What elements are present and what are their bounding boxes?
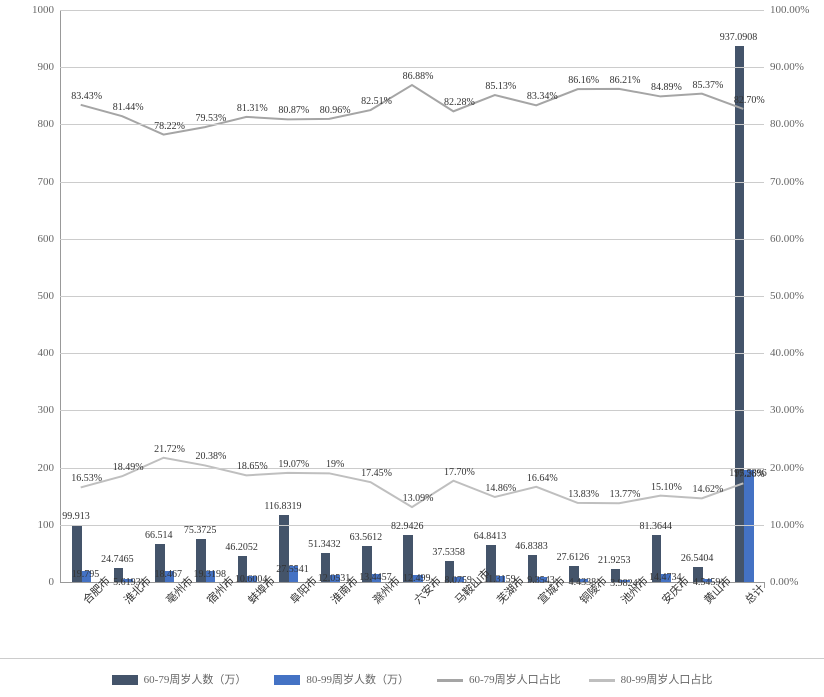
line-value-label: 80.96% (320, 105, 351, 116)
line-value-label: 82.51% (361, 96, 392, 107)
line-value-label: 16.64% (527, 473, 558, 484)
bar-value-label: 64.8413 (474, 531, 507, 542)
y1-tick-label: 600 (4, 233, 54, 245)
bar-value-label: 75.3725 (184, 525, 217, 536)
legend-label: 60-79周岁人口占比 (469, 674, 561, 686)
y2-tick-label: 30.00% (770, 404, 804, 416)
line-value-label: 13.83% (568, 489, 599, 500)
legend-item: 80-99周岁人数（万） (274, 671, 409, 687)
line-value-label: 19.07% (278, 459, 309, 470)
y1-tick-label: 100 (4, 519, 54, 531)
line-value-label: 14.86% (485, 483, 516, 494)
y2-tick-label: 70.00% (770, 176, 804, 188)
y2-tick-label: 10.00% (770, 519, 804, 531)
line-value-label: 13.77% (610, 489, 641, 500)
line-value-label: 85.13% (485, 81, 516, 92)
legend-swatch (274, 675, 300, 685)
y2-tick-label: 60.00% (770, 233, 804, 245)
y1-tick-label: 1000 (4, 4, 54, 16)
line-value-label: 86.21% (610, 75, 641, 86)
bar-value-label: 63.5612 (350, 532, 383, 543)
bar-value-label: 51.3432 (308, 539, 341, 550)
bar-value-label: 26.5404 (681, 553, 714, 564)
line-value-label: 18.65% (237, 461, 268, 472)
line-value-label: 14.62% (692, 484, 723, 495)
y2-tick-label: 80.00% (770, 118, 804, 130)
y2-tick-label: 40.00% (770, 347, 804, 359)
line-value-label: 85.37% (692, 80, 723, 91)
y1-tick-label: 500 (4, 290, 54, 302)
line-value-label: 80.87% (278, 105, 309, 116)
bar-value-label: 82.9426 (391, 521, 424, 532)
bar-value-label: 27.5541 (276, 564, 309, 575)
line-value-label: 78.22% (154, 121, 185, 132)
line-value-label: 81.44% (113, 102, 144, 113)
y1-tick-label: 0 (4, 576, 54, 588)
line-value-label: 84.89% (651, 82, 682, 93)
bar-value-label: 24.7465 (101, 554, 134, 565)
bar-value-label: 116.8319 (264, 501, 301, 512)
line-value-label: 15.10% (651, 482, 682, 493)
y1-tick-label: 800 (4, 118, 54, 130)
legend: 60-79周岁人数（万） 80-99周岁人数（万） 60-79周岁人口占比 80-99… (0, 658, 824, 687)
legend-label: 80-99周岁人口占比 (621, 674, 713, 686)
line-value-label: 17.45% (361, 468, 392, 479)
legend-item: 60-79周岁人口占比 (437, 671, 561, 687)
chart-root: 60-79周岁人数（万） 80-99周岁人数（万） 60-79周岁人口占比 80-99… (0, 0, 824, 697)
line-value-label: 19% (326, 459, 344, 470)
bar-value-label: 937.0908 (720, 32, 758, 43)
y2-tick-label: 90.00% (770, 61, 804, 73)
line-value-label: 21.72% (154, 444, 185, 455)
bar-value-label: 46.2052 (225, 542, 258, 553)
line-value-label: 82.28% (444, 97, 475, 108)
line-value-label: 86.88% (403, 71, 434, 82)
line-value-label: 16.53% (71, 473, 102, 484)
y1-tick-label: 900 (4, 61, 54, 73)
bar-value-label: 37.5358 (432, 547, 465, 558)
y1-tick-label: 300 (4, 404, 54, 416)
line-value-label: 17.70% (444, 467, 475, 478)
line-value-label: 20.38% (196, 451, 227, 462)
bar-value-label: 66.514 (145, 530, 173, 541)
y1-tick-label: 700 (4, 176, 54, 188)
y1-tick-label: 200 (4, 462, 54, 474)
bar-value-label: 99.913 (62, 511, 90, 522)
y2-tick-label: 0.00% (770, 576, 798, 588)
bar-value-label: 27.6126 (557, 552, 590, 563)
y2-tick-label: 50.00% (770, 290, 804, 302)
line-value-label: 79.53% (196, 113, 227, 124)
line-value-label: 86.16% (568, 75, 599, 86)
y1-tick-label: 400 (4, 347, 54, 359)
line-value-label: 83.43% (71, 91, 102, 102)
y2-tick-label: 20.00% (770, 462, 804, 474)
legend-item: 80-99周岁人口占比 (589, 671, 713, 687)
bar-value-label: 81.3644 (639, 521, 672, 532)
bar-value-label: 46.8383 (515, 541, 548, 552)
legend-item: 60-79周岁人数（万） (112, 671, 247, 687)
line-value-label: 82.70% (734, 95, 765, 106)
legend-swatch (437, 679, 463, 682)
legend-swatch (112, 675, 138, 685)
bar-value-label: 21.9253 (598, 555, 631, 566)
legend-swatch (589, 679, 615, 682)
line-value-label: 81.31% (237, 103, 268, 114)
y2-tick-label: 100.00% (770, 4, 809, 16)
line-value-label: 17.26% (734, 469, 765, 480)
legend-label: 60-79周岁人数（万） (144, 674, 247, 686)
line-value-label: 83.34% (527, 91, 558, 102)
line-value-label: 18.49% (113, 462, 144, 473)
legend-label: 80-99周岁人数（万） (306, 674, 409, 686)
line-value-label: 13.09% (403, 493, 434, 504)
